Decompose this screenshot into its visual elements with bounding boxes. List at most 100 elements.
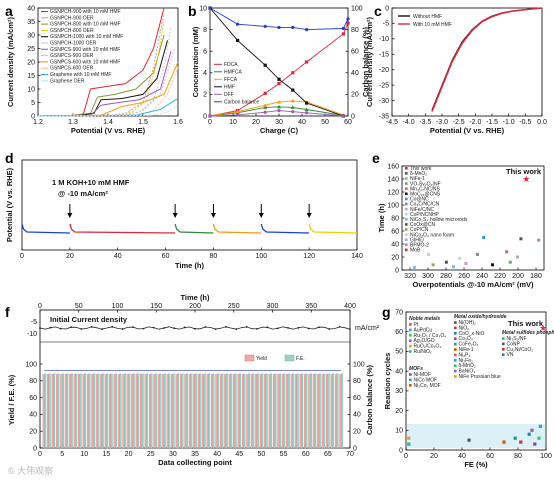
panel-f-yield-bar [295,374,297,449]
panel-c-y-tick-label: -35 [379,113,389,120]
panel-f-fe-bar [274,373,277,449]
panel-e-data-point [505,250,509,254]
panel-g-legend-swatch [502,348,505,351]
panel-f-yield-bar [233,374,235,449]
panel-f-fe-bar [115,373,118,449]
panel-g-x-tick-label: 100 [540,453,552,460]
panel-f-fe-bar [327,373,330,449]
panel-f-yield-bar [131,374,134,449]
panel-f-yield-bar [148,374,151,449]
panel-f-y-tick-label: 60 [29,395,37,402]
panel-d-x-tick-label: 0 [20,253,24,260]
panel-g-legend-swatch [409,344,412,348]
panel-g-legend-entry: δ-MnO₂ [459,363,476,369]
panel-a-y-tick-label: 35 [27,19,35,26]
panel-g-y-tick-label: 70 [395,309,403,316]
panel-d-potential-segment [21,223,70,234]
panel-a-x-tick-label: 1.3 [68,119,78,126]
panel-b-data-point [263,110,267,114]
panel-g-data-point [527,432,531,436]
panel-b-x-tick-label: 20 [252,119,260,126]
panel-g-data-point [537,436,541,440]
panel-c-series-line [431,7,543,112]
panel-b-x-tick-label: 0 [208,119,212,126]
panel-b-data-point [263,105,268,109]
panel-f-fe-bar [132,373,135,449]
panel-a-y-tick-label: 25 [27,46,35,53]
panel-d-x-axis-title: Time (h) [175,261,205,270]
panel-f-yield-bar [64,374,67,449]
panel-g-legend-entry: Ni₃S₂/NF [507,336,527,342]
panel-g-legend-entry: Ni-MOF [414,372,432,378]
panel-e-comparison-chart: 320 300 280 260 240 220 200 180 0 20 40 60 80 100 120 1… [377,163,545,289]
panel-g-legend-swatch [454,332,457,335]
panel-f-y-tick-label: 40 [29,412,37,419]
panel-g-x-tick-label: 60 [486,453,494,460]
panel-f-y2-tick-label: 40 [353,412,361,419]
panel-b-data-point [305,60,309,64]
panel-f-yield-bar [290,374,293,449]
panel-f-yield-bar [100,374,103,449]
panel-f-x-tick-label: 65 [324,451,332,458]
panel-f-top-tick-label: 100 [112,303,124,310]
panel-g-data-point [407,442,411,446]
panel-e-legend-entry: NiCo₂S₄ hollow microrods [410,217,468,223]
panel-f-yield-bar [144,374,147,449]
panel-f-fe-bar [150,373,153,449]
panel-f-fe-bar [177,373,180,449]
panel-g-legend-entry: BaNiO₃ [459,369,476,375]
panel-g-data-point [538,424,542,428]
panel-c-x-tick-label: -2.5 [453,119,465,126]
panel-b-data-point [235,109,240,114]
panel-f-fe-bar [230,373,233,449]
panel-f-yield-bar [268,374,271,449]
panel-f-top-y-tick: -10 [27,331,37,338]
panel-g-legend-swatch [409,323,412,326]
panel-f-yield-bar [206,374,209,449]
panel-f-fe-bar [323,373,326,449]
panel-g-y-tick-label: 0 [399,447,403,454]
panel-f-yield-bar [334,374,337,449]
panel-d-annotation-line-1: 1 M KOH+10 mM HMF [52,178,130,187]
panel-f-x-tick-label: 70 [346,451,354,458]
panel-f-current-density-point [318,326,320,329]
panel-b-y-tick-label: 0 [203,113,207,120]
panel-a-legend-entry: GSNPCS-600 with 10 mM HMF [50,59,120,65]
panel-a-x-tick-label: 1.2 [33,119,43,126]
panel-f-fe-bar [93,373,95,449]
panel-b-y-tick-label: 4 [203,70,207,77]
panel-e-data-point [444,260,448,264]
panel-f-yield-bar [104,374,107,449]
panel-f-yield-bar [69,374,72,449]
panel-f-yield-bar [78,374,80,449]
panel-f-top-tick-label: 200 [189,303,201,310]
panel-f-fe-bar [243,373,246,449]
panel-f-fe-bar [106,373,109,449]
panel-f-yield-bar [228,374,231,449]
panel-d-x-tick-label: 80 [210,253,218,260]
panel-e-legend-entry: Co₃C/NC/CN [410,202,440,208]
panel-f-yield-bar [122,374,125,449]
panel-a-y-tick-label: 30 [27,32,35,39]
panel-f-top-tick-label: 350 [305,303,317,310]
panel-f-yield-bar [219,374,222,449]
panel-b-x-tick-label: 40 [298,119,306,126]
panel-f-fe-bar [57,373,60,449]
panel-b-data-point [305,101,309,105]
panel-f-fe-bar [128,373,131,449]
panel-d-refill-arrow-head [172,213,178,218]
panel-f-current-density-point [39,327,41,329]
panel-label-a: a [5,3,13,19]
panel-b-data-point [277,104,281,109]
panel-d-refill-arrow-head [258,213,264,218]
panel-e-legend-swatch [405,228,408,231]
panel-f-yield-bar [55,374,58,449]
panel-e-this-work-star: ★ [522,174,530,184]
panel-b-data-point [304,107,309,112]
panel-f-x-tick-label: 30 [169,451,177,458]
panel-f-yield-bar [140,374,142,449]
panel-g-legend-swatch [409,350,412,353]
panel-f-y2-tick-label: 60 [353,395,361,402]
panel-f-fe-bar [270,373,273,449]
panel-f-current-density-point [90,325,93,328]
